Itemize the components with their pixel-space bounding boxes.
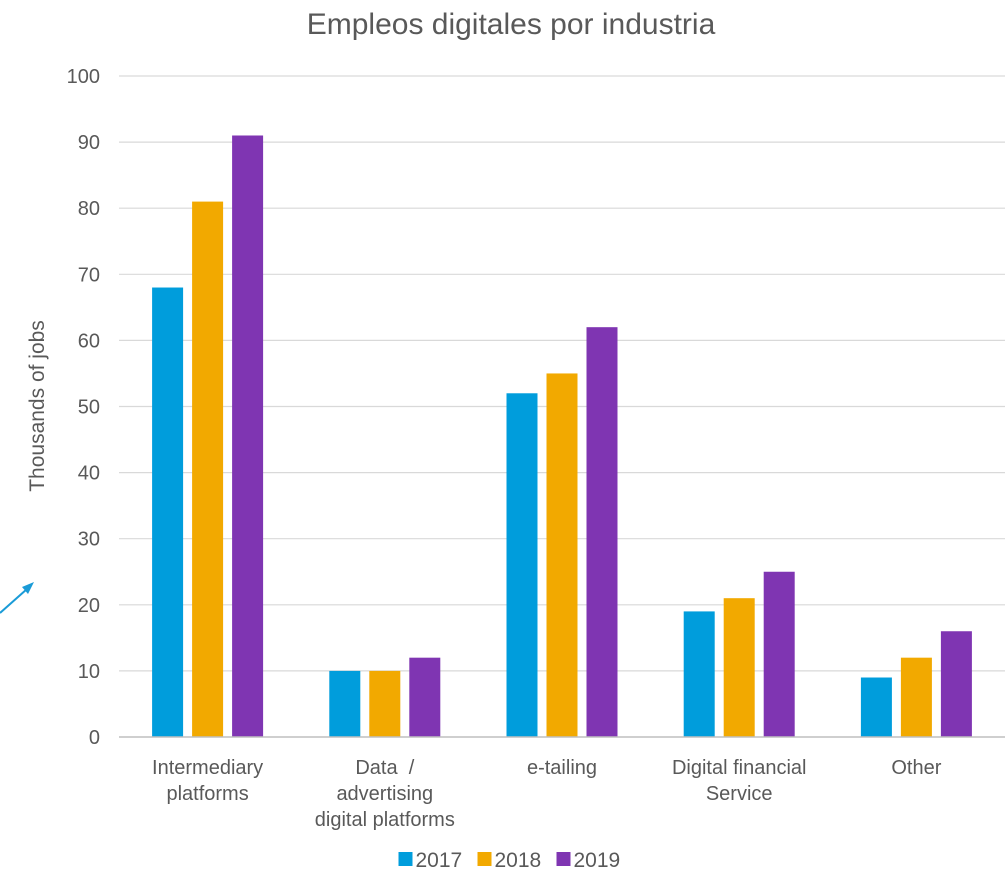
- bar-2017-1: [329, 670, 361, 737]
- bar-2019-4: [940, 631, 972, 737]
- bar-2018-0: [192, 201, 224, 738]
- x-category-line: Intermediary: [152, 757, 263, 779]
- x-category-line: Digital financial: [672, 757, 807, 779]
- arrow-head: [22, 582, 34, 594]
- bars: [152, 135, 972, 738]
- x-category-line: e-tailing: [527, 757, 597, 779]
- legend-swatch-2018: [477, 852, 492, 866]
- bar-2017-0: [152, 287, 184, 737]
- y-tick-label: 10: [78, 661, 100, 683]
- legend: 2017 2018 2019: [398, 849, 621, 872]
- bar-2018-3: [723, 598, 755, 737]
- y-axis-label: Thousands of jobs: [26, 320, 49, 492]
- y-tick-label: 30: [78, 529, 100, 551]
- x-category-label: Intermediary platforms: [152, 757, 263, 805]
- x-category-line: platforms: [166, 783, 248, 805]
- bar-2017-2: [506, 393, 538, 737]
- legend-label: 2017: [416, 849, 463, 872]
- x-category-line: Data /: [355, 757, 414, 779]
- y-tick-label: 50: [78, 397, 100, 419]
- x-category-line: advertising: [336, 783, 433, 805]
- y-tick-label: 40: [78, 463, 100, 485]
- bar-2019-0: [232, 135, 264, 738]
- y-tick-label: 0: [89, 727, 100, 749]
- y-tick-label: 80: [78, 198, 100, 220]
- bar-2018-4: [900, 657, 932, 737]
- legend-swatch-2019: [556, 852, 571, 866]
- x-category-label: Digital financial Service: [672, 757, 807, 805]
- bar-2018-2: [546, 373, 578, 737]
- arrow-line: [0, 588, 28, 614]
- x-category-label: Other: [891, 757, 941, 779]
- bar-2019-2: [586, 327, 618, 737]
- x-category-line: Service: [706, 783, 773, 805]
- y-tick-label: 90: [78, 132, 100, 154]
- legend-label: 2019: [574, 849, 621, 872]
- chart-title: Empleos digitales por industria: [307, 8, 716, 41]
- x-axis-categories: Intermediary platforms Data / advertising di…: [152, 757, 942, 831]
- x-category-line: digital platforms: [315, 809, 455, 831]
- y-tick-label: 60: [78, 330, 100, 352]
- bar-2019-3: [763, 571, 795, 737]
- y-tick-label: 100: [67, 66, 100, 88]
- arrow-annotation: [0, 582, 34, 614]
- y-axis-ticks: 0 10 20 30 40 50 60 70 80 90 100: [67, 66, 100, 749]
- y-tick-label: 70: [78, 264, 100, 286]
- y-tick-label: 20: [78, 595, 100, 617]
- bar-2017-3: [683, 611, 715, 737]
- legend-label: 2018: [495, 849, 542, 872]
- x-category-label: Data / advertising digital platforms: [315, 757, 455, 831]
- x-category-line: Other: [891, 757, 941, 779]
- legend-swatch-2017: [398, 852, 413, 866]
- bar-2018-1: [369, 670, 401, 737]
- bar-2019-1: [409, 657, 441, 737]
- bar-2017-4: [860, 677, 892, 737]
- x-category-label: e-tailing: [527, 757, 597, 779]
